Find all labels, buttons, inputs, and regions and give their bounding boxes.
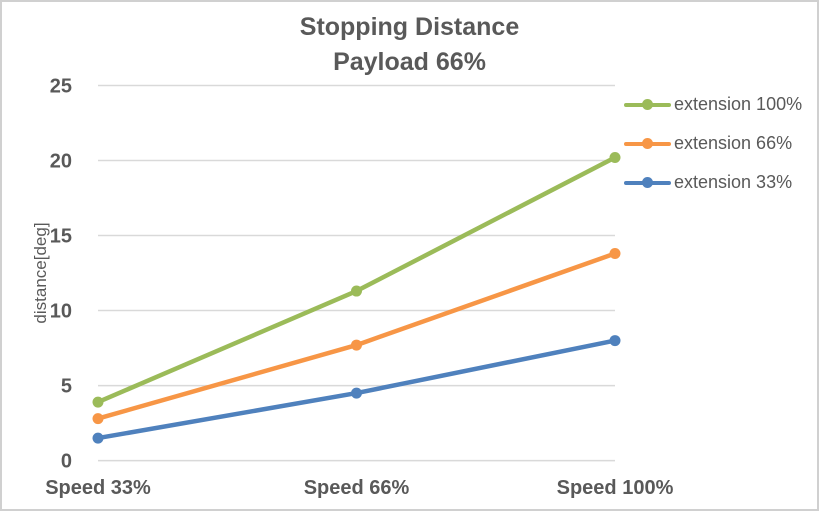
data-point-marker-extension-100-[interactable] [351,285,362,297]
legend: extension 100% extension 66% extension 3… [624,85,802,202]
data-point-marker-extension-66-[interactable] [609,248,621,260]
y-tick-label: 0 [61,451,72,473]
legend-label: extension 66% [674,133,793,153]
legend-label: extension 33% [674,172,793,192]
y-tick-label: 5 [61,376,72,398]
data-point-marker-extension-33-[interactable] [351,387,362,399]
x-category-label: Speed 100% [557,477,674,499]
legend-line-marker-icon [624,99,671,110]
x-category-label: Speed 66% [304,477,410,499]
chart-subtitle: Payload 66% [333,48,486,76]
data-point-marker-extension-33-[interactable] [92,432,104,444]
x-category-label: Speed 33% [45,477,151,499]
y-tick-label: 15 [50,226,72,248]
chart-title: Stopping Distance [299,13,520,41]
data-point-marker-extension-66-[interactable] [351,339,362,351]
legend-item-extension-100[interactable]: extension 100% [624,85,802,124]
legend-item-extension-66[interactable]: extension 66% [624,124,802,163]
data-point-marker-extension-100-[interactable] [609,152,621,164]
y-axis-title: distance[deg] [31,222,50,323]
legend-label: extension 100% [674,94,803,114]
y-tick-label: 10 [50,301,72,323]
data-point-marker-extension-100-[interactable] [92,396,104,408]
legend-line-marker-icon [624,138,671,149]
y-tick-label: 25 [50,76,72,98]
legend-item-extension-33[interactable]: extension 33% [624,163,802,202]
legend-line-marker-icon [624,177,671,188]
data-point-marker-extension-33-[interactable] [609,335,621,347]
chart-title-block: Stopping Distance Payload 66% [2,10,817,80]
data-point-marker-extension-66-[interactable] [92,413,104,425]
y-tick-label: 20 [50,151,72,173]
